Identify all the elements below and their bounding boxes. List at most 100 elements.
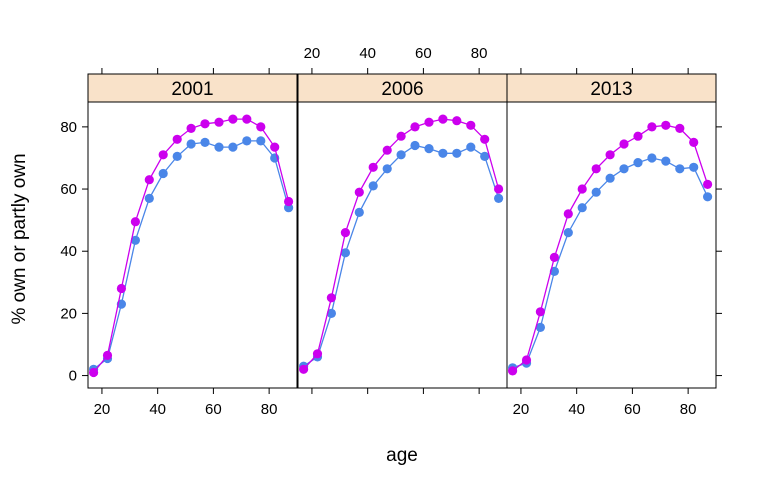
data-point-2-0-3 bbox=[549, 266, 560, 276]
data-point-0-0-4 bbox=[144, 193, 154, 203]
data-point-2-1-8 bbox=[619, 139, 629, 149]
data-point-2-1-12 bbox=[675, 123, 685, 133]
panel-strip-label-0: 2001 bbox=[171, 79, 213, 100]
data-point-0-1-5 bbox=[158, 150, 168, 160]
data-point-0-1-2 bbox=[116, 283, 126, 294]
data-point-0-0-10 bbox=[228, 142, 238, 152]
data-point-2-0-4 bbox=[563, 228, 573, 238]
data-point-0-0-3 bbox=[130, 235, 140, 245]
panel-strip-label-2: 2013 bbox=[590, 79, 632, 100]
data-point-2-1-10 bbox=[647, 122, 657, 132]
data-point-2-0-11 bbox=[661, 156, 671, 166]
data-point-2-0-7 bbox=[605, 173, 615, 183]
data-point-0-0-12 bbox=[256, 136, 266, 146]
data-point-1-1-0 bbox=[299, 364, 309, 374]
data-point-0-1-12 bbox=[256, 122, 266, 132]
data-point-0-1-6 bbox=[172, 134, 182, 144]
data-point-1-0-3 bbox=[340, 248, 350, 258]
data-point-2-0-5 bbox=[577, 203, 587, 213]
data-point-1-1-5 bbox=[368, 162, 378, 172]
data-point-1-0-6 bbox=[382, 164, 392, 174]
y-tick-label-1: 20 bbox=[60, 305, 77, 322]
data-point-1-0-9 bbox=[424, 144, 434, 154]
panel-strip-1 bbox=[297, 73, 508, 103]
x-tick-label-bottom-2-2: 60 bbox=[624, 401, 641, 418]
data-point-1-1-6 bbox=[382, 145, 392, 155]
data-point-0-1-9 bbox=[214, 117, 224, 127]
data-point-0-1-1 bbox=[102, 350, 113, 360]
data-point-0-0-11 bbox=[242, 136, 252, 146]
data-point-2-1-1 bbox=[521, 355, 532, 365]
data-point-2-0-12 bbox=[675, 164, 685, 174]
data-point-1-0-12 bbox=[466, 142, 476, 152]
data-point-0-1-3 bbox=[130, 217, 140, 227]
data-point-1-1-9 bbox=[424, 117, 434, 127]
data-point-1-0-2 bbox=[326, 308, 336, 318]
data-point-2-1-4 bbox=[563, 209, 573, 219]
frame-layer: 2001 20 40 60 80 2006 20 40 60 80 2013 20 40 60 80 0 20 4… bbox=[60, 45, 722, 418]
data-point-1-0-11 bbox=[452, 148, 462, 158]
data-point-1-0-4 bbox=[354, 207, 364, 217]
data-point-0-0-7 bbox=[186, 139, 196, 149]
y-tick-label-3: 60 bbox=[60, 181, 77, 198]
x-tick-label-top-2: 60 bbox=[415, 45, 432, 62]
data-point-2-0-13 bbox=[689, 162, 699, 172]
data-point-0-1-0 bbox=[89, 367, 99, 378]
series-line-2-0 bbox=[512, 157, 709, 369]
data-point-0-1-13 bbox=[270, 142, 280, 152]
x-tick-label-bottom-2-0: 20 bbox=[513, 401, 530, 418]
data-point-1-1-2 bbox=[326, 293, 336, 303]
data-point-0-0-5 bbox=[158, 168, 168, 179]
panel-border-2 bbox=[506, 101, 717, 389]
data-point-2-0-6 bbox=[591, 187, 601, 197]
x-tick-label-bottom-0-2: 60 bbox=[205, 401, 222, 418]
data-point-2-0-14 bbox=[703, 192, 713, 202]
data-point-1-1-13 bbox=[480, 134, 490, 144]
data-point-2-1-6 bbox=[591, 164, 601, 174]
y-tick-label-0: 0 bbox=[69, 368, 77, 385]
y-tick-label-2: 40 bbox=[60, 243, 77, 260]
y-tick-label-4: 80 bbox=[60, 119, 77, 136]
data-point-1-1-12 bbox=[466, 120, 476, 130]
x-tick-label-bottom-0-0: 20 bbox=[94, 401, 111, 418]
data-point-2-1-14 bbox=[703, 179, 713, 189]
data-point-1-0-14 bbox=[494, 193, 504, 203]
data-point-2-0-10 bbox=[647, 153, 657, 163]
data-point-1-1-10 bbox=[438, 114, 448, 124]
data-point-1-1-1 bbox=[312, 349, 323, 359]
data-point-2-1-7 bbox=[605, 150, 615, 160]
data-point-2-0-9 bbox=[633, 158, 643, 168]
x-tick-label-top-1: 40 bbox=[359, 45, 376, 62]
panel-strip-label-1: 2006 bbox=[381, 79, 423, 100]
series-line-2-1 bbox=[512, 124, 709, 372]
x-tick-label-bottom-0-3: 80 bbox=[261, 401, 278, 418]
series-line-0-0 bbox=[93, 140, 290, 370]
data-layer bbox=[89, 114, 713, 378]
data-point-1-1-14 bbox=[494, 184, 504, 194]
x-tick-label-top-3: 80 bbox=[471, 45, 488, 62]
data-point-0-0-8 bbox=[200, 137, 210, 147]
data-point-0-1-11 bbox=[242, 114, 252, 124]
y-axis-title: % own or partly own bbox=[9, 153, 30, 324]
data-point-1-1-4 bbox=[354, 187, 364, 197]
panel-strip-0 bbox=[87, 73, 298, 103]
data-point-1-0-7 bbox=[396, 150, 406, 160]
data-point-0-1-8 bbox=[200, 119, 210, 129]
series-line-0-1 bbox=[93, 118, 290, 373]
data-point-2-1-11 bbox=[661, 120, 671, 130]
data-point-2-1-5 bbox=[577, 184, 587, 194]
data-point-1-0-13 bbox=[480, 151, 490, 161]
data-point-2-1-0 bbox=[507, 366, 518, 376]
panel-border-0 bbox=[87, 101, 298, 389]
data-point-2-0-8 bbox=[619, 164, 629, 174]
data-point-1-0-5 bbox=[368, 181, 378, 191]
data-point-0-0-6 bbox=[172, 151, 182, 161]
x-tick-label-bottom-0-1: 40 bbox=[149, 401, 166, 418]
data-point-2-1-2 bbox=[535, 307, 546, 317]
data-point-1-1-3 bbox=[340, 228, 350, 238]
data-point-1-1-11 bbox=[452, 116, 462, 126]
data-point-2-1-3 bbox=[549, 252, 560, 262]
data-point-0-1-4 bbox=[144, 175, 154, 185]
data-point-2-1-13 bbox=[689, 137, 699, 147]
